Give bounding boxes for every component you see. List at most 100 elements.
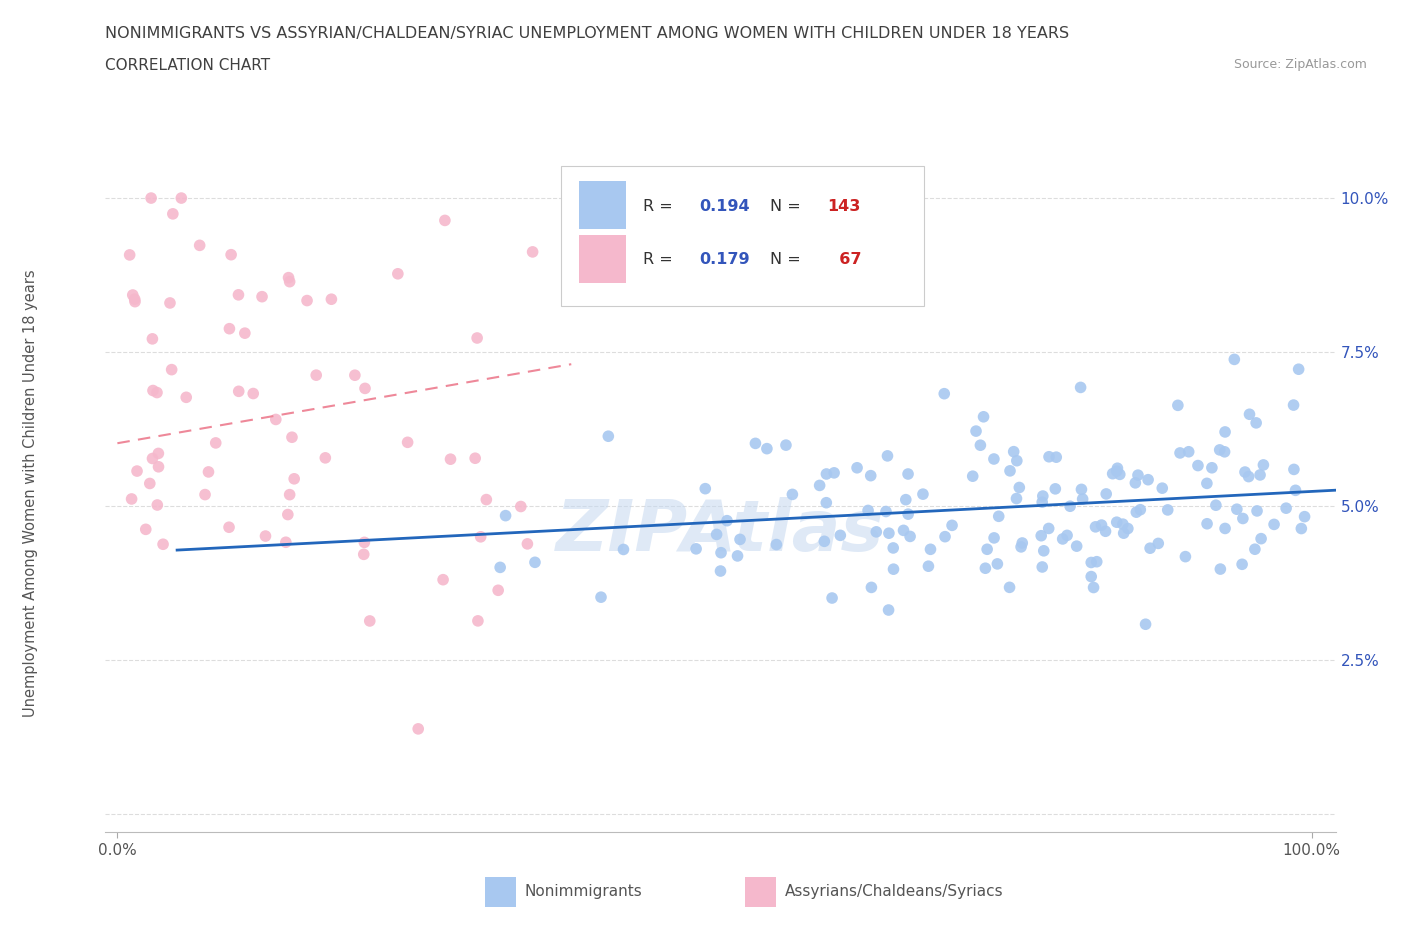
Point [1038, 521, 1060, 536]
Point [1094, 524, 1116, 538]
Point [124, 292, 146, 307]
Point [728, 532, 751, 547]
Point [813, 534, 835, 549]
Point [1195, 476, 1218, 491]
Point [1090, 518, 1112, 533]
Point [1125, 505, 1147, 520]
Point [876, 448, 898, 463]
Point [1244, 416, 1267, 431]
Point [744, 436, 766, 451]
Text: N =: N = [770, 199, 806, 214]
Point [1083, 580, 1105, 595]
Point [1052, 532, 1074, 547]
Point [695, 481, 717, 496]
Point [1205, 498, 1227, 512]
Point [1070, 482, 1092, 497]
Point [1126, 468, 1149, 483]
Point [1101, 466, 1123, 481]
Text: Source: ZipAtlas.com: Source: ZipAtlas.com [1233, 58, 1367, 71]
Point [1125, 475, 1147, 490]
Point [1232, 512, 1254, 526]
Point [467, 614, 489, 629]
Point [976, 542, 998, 557]
Point [1038, 449, 1060, 464]
Point [765, 538, 787, 552]
Point [218, 520, 240, 535]
Point [1209, 562, 1232, 577]
Point [278, 274, 301, 289]
Point [283, 472, 305, 486]
Point [1174, 550, 1197, 565]
Point [295, 293, 318, 308]
Point [1085, 554, 1108, 569]
Point [124, 294, 146, 309]
Point [359, 614, 381, 629]
Point [250, 289, 273, 304]
Point [278, 487, 301, 502]
Point [146, 385, 169, 400]
Point [983, 530, 1005, 545]
Point [877, 603, 900, 618]
Text: NONIMMIGRANTS VS ASSYRIAN/CHALDEAN/SYRIAC UNEMPLOYMENT AMONG WOMEN WITH CHILDREN: NONIMMIGRANTS VS ASSYRIAN/CHALDEAN/SYRIA… [105, 26, 1070, 41]
Point [1005, 491, 1028, 506]
Point [962, 469, 984, 484]
Point [233, 326, 256, 340]
Point [1108, 467, 1130, 482]
Point [1084, 519, 1107, 534]
Point [1095, 486, 1118, 501]
Point [432, 572, 454, 587]
Point [1129, 502, 1152, 517]
Point [1152, 481, 1174, 496]
Point [877, 525, 900, 540]
Bar [579, 181, 626, 230]
Point [815, 467, 838, 482]
Point [354, 381, 377, 396]
Point [219, 247, 242, 262]
Point [516, 537, 538, 551]
Point [1239, 406, 1261, 421]
Point [509, 499, 531, 514]
Point [146, 498, 169, 512]
Point [197, 464, 219, 479]
Point [1226, 502, 1249, 517]
Point [1080, 569, 1102, 584]
Point [706, 527, 728, 542]
Point [464, 451, 486, 466]
Point [1031, 495, 1053, 510]
Point [1112, 525, 1135, 540]
Point [1244, 542, 1267, 557]
Point [1066, 538, 1088, 553]
Point [139, 476, 162, 491]
Point [917, 559, 939, 574]
Point [808, 478, 831, 493]
Text: R =: R = [643, 199, 678, 214]
Point [174, 390, 197, 405]
Point [1105, 515, 1128, 530]
Point [204, 435, 226, 450]
Point [775, 438, 797, 453]
Text: CORRELATION CHART: CORRELATION CHART [105, 58, 270, 73]
Point [228, 287, 250, 302]
Text: N =: N = [770, 252, 806, 268]
Point [277, 507, 299, 522]
Text: Assyrians/Chaldeans/Syriacs: Assyrians/Chaldeans/Syriacs [785, 884, 1002, 899]
Point [1177, 445, 1199, 459]
Point [160, 362, 183, 377]
Point [1045, 482, 1067, 497]
Point [281, 430, 304, 445]
Bar [579, 234, 626, 283]
Point [897, 467, 920, 482]
Point [1002, 445, 1025, 459]
Point [612, 542, 634, 557]
Point [188, 238, 211, 253]
Point [148, 446, 170, 461]
Point [1208, 443, 1230, 458]
Point [1263, 517, 1285, 532]
Point [974, 561, 997, 576]
Point [141, 331, 163, 346]
Point [1253, 458, 1275, 472]
Point [1187, 458, 1209, 473]
Point [228, 384, 250, 399]
Point [470, 529, 492, 544]
Point [1288, 362, 1310, 377]
